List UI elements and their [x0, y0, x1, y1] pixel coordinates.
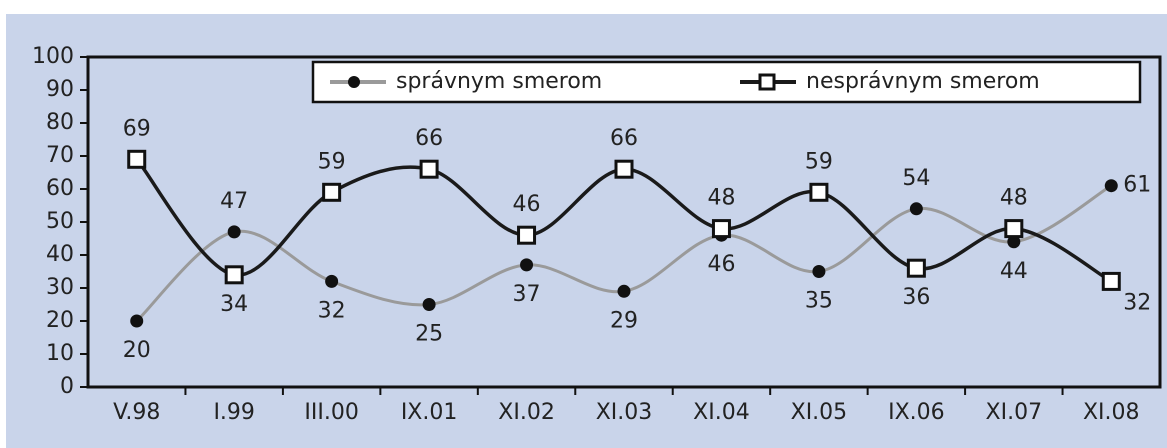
data-label: 48	[707, 186, 735, 211]
data-label: 69	[123, 116, 151, 141]
data-label: 46	[513, 192, 541, 217]
point	[325, 274, 339, 288]
data-label: 29	[610, 308, 638, 333]
legend-box	[311, 60, 1142, 104]
x-tick-label: XI.04	[693, 400, 750, 425]
legend-marker	[348, 76, 360, 88]
data-label: 48	[1000, 186, 1028, 211]
x-tick-label: XI.05	[791, 400, 848, 425]
y-tick-label: 100	[32, 44, 74, 69]
point	[1004, 219, 1024, 239]
data-label: 59	[318, 149, 346, 174]
y-tick-label: 60	[46, 176, 74, 201]
point	[419, 159, 439, 179]
x-tick-label: IX.01	[401, 400, 458, 425]
y-tick-label: 50	[46, 209, 74, 234]
y-tick-label: 30	[46, 275, 74, 300]
data-label: 59	[805, 149, 833, 174]
point	[711, 219, 731, 239]
y-tick-label: 40	[46, 242, 74, 267]
x-tick-label: XI.03	[596, 400, 653, 425]
point	[520, 258, 534, 272]
data-label: 66	[610, 126, 638, 151]
legend-label: nesprávnym smerom	[806, 69, 1040, 94]
data-label: 37	[513, 282, 541, 307]
x-tick-label: XI.02	[498, 400, 555, 425]
point	[1101, 271, 1121, 291]
legend-label: správnym smerom	[396, 69, 602, 94]
y-tick-label: 80	[46, 110, 74, 135]
point	[422, 298, 436, 311]
y-tick-label: 0	[60, 374, 74, 399]
data-label: 66	[415, 126, 443, 151]
point	[224, 265, 244, 285]
x-tick-label: IX.06	[888, 400, 945, 425]
point	[614, 159, 634, 179]
data-label: 34	[220, 292, 248, 317]
point	[909, 202, 923, 216]
point	[127, 149, 147, 169]
point	[322, 182, 342, 202]
data-label: 47	[220, 189, 248, 214]
data-label: 35	[805, 289, 833, 314]
point	[809, 182, 829, 202]
data-label: 25	[415, 322, 443, 347]
point	[617, 284, 631, 298]
point	[1104, 179, 1118, 193]
x-tick-label: III.00	[304, 400, 358, 425]
data-label: 54	[902, 166, 930, 191]
data-label: 32	[318, 298, 346, 323]
point	[906, 258, 926, 278]
y-tick-label: 20	[46, 308, 74, 333]
point	[227, 225, 241, 239]
legend-marker	[758, 73, 776, 91]
y-tick-label: 90	[46, 77, 74, 102]
x-tick-label: XI.07	[986, 400, 1043, 425]
x-tick-label: V.98	[113, 400, 160, 425]
y-tick-label: 70	[46, 143, 74, 168]
point	[1007, 235, 1021, 249]
data-label: 46	[707, 252, 735, 277]
data-label: 20	[123, 338, 151, 363]
point	[812, 265, 826, 278]
data-label: 36	[902, 285, 930, 310]
x-tick-label: XI.08	[1083, 400, 1140, 425]
data-label: 32	[1123, 290, 1151, 315]
point	[130, 314, 144, 328]
data-label: 61	[1123, 173, 1151, 198]
data-label: 44	[1000, 259, 1028, 284]
point	[517, 225, 537, 245]
x-tick-label: I.99	[213, 400, 254, 425]
y-tick-label: 10	[46, 341, 74, 366]
